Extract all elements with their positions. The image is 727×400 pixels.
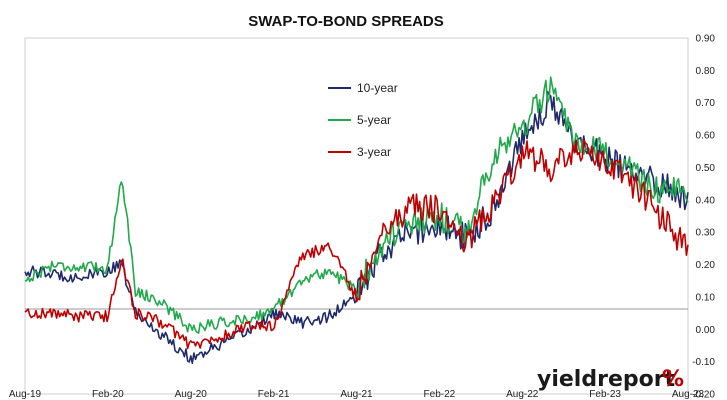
- x-tick-label: Feb-21: [258, 389, 290, 400]
- yieldreport-logo: yieldreport %: [537, 367, 684, 392]
- series-line-5-year: [24, 76, 689, 334]
- chart-title: SWAP-TO-BOND SPREADS: [248, 13, 444, 30]
- x-tick-label: Aug-23: [672, 389, 705, 400]
- x-tick-label: Feb-22: [424, 389, 456, 400]
- logo-text: yieldreport: [537, 367, 676, 392]
- y-tick-label: -0.20: [692, 390, 715, 400]
- y-tick-label: 0.30: [696, 228, 716, 239]
- x-tick-label: Feb-20: [92, 389, 124, 400]
- y-tick-label: 0.50: [696, 163, 716, 174]
- legend-label: 5-year: [357, 113, 391, 127]
- logo-percent-symbol: %: [662, 367, 684, 392]
- legend: 10-year 5-year 3-year: [328, 81, 398, 159]
- x-tick-label: Aug-22: [506, 389, 539, 400]
- y-tick-label: -0.10: [692, 357, 715, 368]
- y-tick-label: 0.10: [696, 292, 716, 303]
- y-tick-label: 0.20: [696, 260, 716, 271]
- x-axis-ticks: Aug-19 Feb-20 Aug-20 Feb-21 Aug-21 Feb-22 Aug-…: [9, 389, 705, 400]
- series-line-3-year: [24, 138, 689, 350]
- legend-label: 10-year: [357, 81, 398, 95]
- y-tick-label: 0.60: [696, 131, 716, 142]
- y-axis-ticks: 0.90 0.80 0.70 0.60 0.50 0.40 0.30 0.20 0.10 0.00…: [692, 34, 715, 400]
- y-tick-label: 0.80: [696, 66, 716, 77]
- plot-area-border: [24, 37, 689, 395]
- legend-label: 3-year: [357, 145, 391, 159]
- x-tick-label: Feb-23: [589, 389, 621, 400]
- y-tick-label: 0.40: [696, 195, 716, 206]
- y-tick-label: 0.70: [696, 98, 716, 109]
- x-tick-label: Aug-19: [9, 389, 42, 400]
- x-tick-label: Aug-21: [340, 389, 373, 400]
- series-group: [24, 76, 689, 365]
- x-tick-label: Aug-20: [175, 389, 208, 400]
- y-tick-label: 0.00: [696, 325, 716, 336]
- y-tick-label: 0.90: [696, 34, 716, 45]
